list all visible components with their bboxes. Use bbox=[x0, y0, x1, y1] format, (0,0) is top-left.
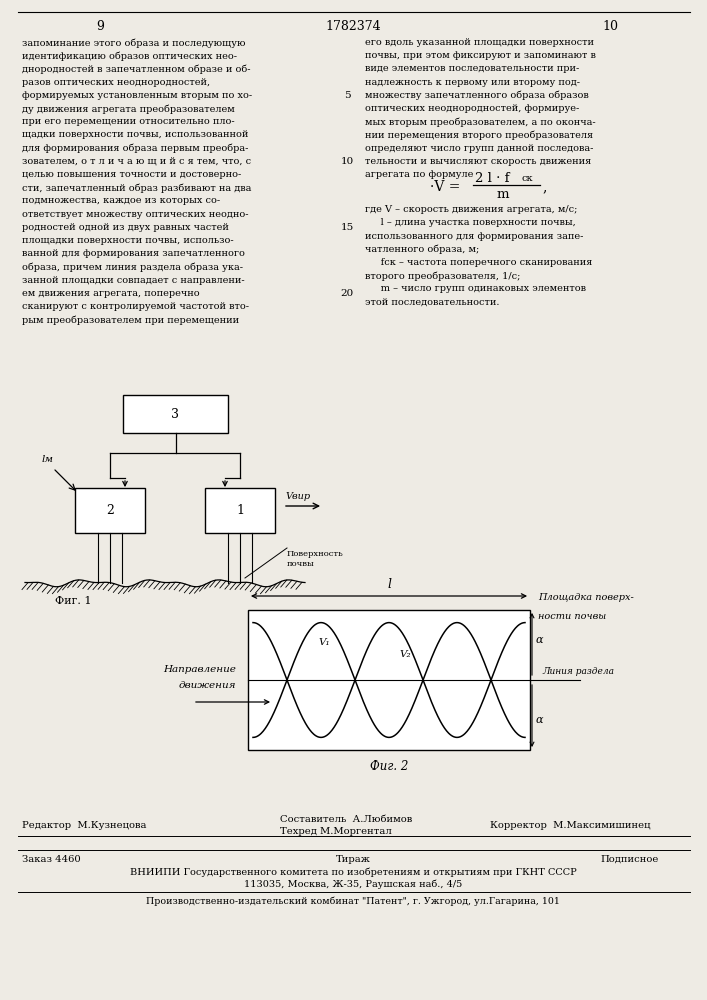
Text: lм: lм bbox=[42, 456, 54, 464]
Text: ем движения агрегата, поперечно: ем движения агрегата, поперечно bbox=[22, 289, 199, 298]
Bar bbox=[75, 488, 145, 533]
Text: этой последовательности.: этой последовательности. bbox=[365, 298, 500, 307]
Text: тельности и вычисляют скорость движения: тельности и вычисляют скорость движения bbox=[365, 157, 591, 166]
Text: Vвир: Vвир bbox=[285, 492, 310, 501]
Text: α: α bbox=[536, 635, 544, 645]
Text: Корректор  М.Максимишинец: Корректор М.Максимишинец bbox=[490, 820, 650, 830]
Text: запоминание этого образа и последующую: запоминание этого образа и последующую bbox=[22, 38, 245, 47]
Text: 113035, Москва, Ж-35, Раушская наб., 4/5: 113035, Москва, Ж-35, Раушская наб., 4/5 bbox=[244, 879, 462, 889]
Text: идентификацию образов оптических нео-: идентификацию образов оптических нео- bbox=[22, 51, 237, 61]
Text: 10: 10 bbox=[602, 20, 618, 33]
Text: ванной для формирования запечатленного: ванной для формирования запечатленного bbox=[22, 249, 245, 258]
Text: Фиг. 2: Фиг. 2 bbox=[370, 760, 408, 772]
Bar bbox=[205, 488, 275, 533]
Text: Редактор  М.Кузнецова: Редактор М.Кузнецова bbox=[22, 820, 146, 830]
Text: использованного для формирования запе-: использованного для формирования запе- bbox=[365, 232, 583, 241]
Text: движения: движения bbox=[178, 680, 236, 690]
Text: формируемых установленным вторым по хо-: формируемых установленным вторым по хо- bbox=[22, 91, 252, 100]
Text: Поверхность
почвы: Поверхность почвы bbox=[287, 550, 344, 568]
Bar bbox=[123, 395, 228, 433]
Bar bbox=[248, 610, 530, 750]
Text: 10: 10 bbox=[340, 157, 354, 166]
Text: где V – скорость движения агрегата, м/с;: где V – скорость движения агрегата, м/с; bbox=[365, 205, 578, 214]
Text: 2: 2 bbox=[106, 504, 114, 517]
Text: 1782374: 1782374 bbox=[325, 20, 381, 33]
Text: 15: 15 bbox=[340, 223, 354, 232]
Text: днородностей в запечатленном образе и об-: днородностей в запечатленном образе и об… bbox=[22, 64, 250, 74]
Text: рым преобразователем при перемещении: рым преобразователем при перемещении bbox=[22, 315, 239, 325]
Text: V₂: V₂ bbox=[400, 650, 411, 659]
Text: Площадка поверх-: Площадка поверх- bbox=[538, 593, 633, 602]
Text: m: m bbox=[497, 188, 509, 201]
Text: образа, причем линия раздела образа ука-: образа, причем линия раздела образа ука- bbox=[22, 262, 243, 272]
Text: m – число групп одинаковых элементов: m – число групп одинаковых элементов bbox=[365, 284, 586, 293]
Text: ВНИИПИ Государственного комитета по изобретениям и открытиям при ГКНТ СССР: ВНИИПИ Государственного комитета по изоб… bbox=[129, 867, 576, 877]
Text: надлежность к первому или второму под-: надлежность к первому или второму под- bbox=[365, 78, 580, 87]
Text: Техред М.Моргентал: Техред М.Моргентал bbox=[280, 826, 392, 836]
Text: l: l bbox=[387, 578, 391, 591]
Text: l – длина участка поверхности почвы,: l – длина участка поверхности почвы, bbox=[365, 218, 575, 227]
Text: ности почвы: ности почвы bbox=[538, 612, 606, 621]
Text: мых вторым преобразователем, а по оконча-: мых вторым преобразователем, а по оконча… bbox=[365, 117, 595, 127]
Text: второго преобразователя, 1/с;: второго преобразователя, 1/с; bbox=[365, 271, 520, 281]
Text: разов оптических неоднородностей,: разов оптических неоднородностей, bbox=[22, 78, 210, 87]
Text: чатленного образа, м;: чатленного образа, м; bbox=[365, 245, 479, 254]
Text: почвы, при этом фиксируют и запоминают в: почвы, при этом фиксируют и запоминают в bbox=[365, 51, 596, 60]
Text: Направление: Направление bbox=[163, 666, 236, 674]
Text: ду движения агрегата преобразователем: ду движения агрегата преобразователем bbox=[22, 104, 235, 113]
Text: α: α bbox=[536, 715, 544, 725]
Text: агрегата по формуле: агрегата по формуле bbox=[365, 170, 474, 179]
Text: ·V =: ·V = bbox=[430, 180, 460, 194]
Text: 9: 9 bbox=[96, 20, 104, 33]
Text: 1: 1 bbox=[236, 504, 244, 517]
Text: ответствует множеству оптических неодно-: ответствует множеству оптических неодно- bbox=[22, 210, 248, 219]
Text: нии перемещения второго преобразователя: нии перемещения второго преобразователя bbox=[365, 130, 593, 140]
Text: для формирования образа первым преобра-: для формирования образа первым преобра- bbox=[22, 144, 248, 153]
Text: множеству запечатленного образа образов: множеству запечатленного образа образов bbox=[365, 91, 589, 100]
Text: сти, запечатленный образ разбивают на два: сти, запечатленный образ разбивают на дв… bbox=[22, 183, 252, 193]
Text: Заказ 4460: Заказ 4460 bbox=[22, 854, 81, 863]
Text: определяют число групп данной последова-: определяют число групп данной последова- bbox=[365, 144, 593, 153]
Text: родностей одной из двух равных частей: родностей одной из двух равных частей bbox=[22, 223, 229, 232]
Text: занной площадки совпадает с направлени-: занной площадки совпадает с направлени- bbox=[22, 276, 245, 285]
Text: 2 l · f: 2 l · f bbox=[475, 172, 510, 185]
Text: Тираж: Тираж bbox=[336, 854, 370, 863]
Text: Составитель  А.Любимов: Составитель А.Любимов bbox=[280, 814, 412, 824]
Text: при его перемещении относительно пло-: при его перемещении относительно пло- bbox=[22, 117, 235, 126]
Text: целью повышения точности и достоверно-: целью повышения точности и достоверно- bbox=[22, 170, 241, 179]
Text: виде элементов последовательности при-: виде элементов последовательности при- bbox=[365, 64, 579, 73]
Text: ск: ск bbox=[522, 174, 534, 183]
Text: fск – частота поперечного сканирования: fск – частота поперечного сканирования bbox=[365, 258, 592, 267]
Text: оптических неоднородностей, формируе-: оптических неоднородностей, формируе- bbox=[365, 104, 579, 113]
Text: его вдоль указанной площадки поверхности: его вдоль указанной площадки поверхности bbox=[365, 38, 594, 47]
Text: щадки поверхности почвы, использованной: щадки поверхности почвы, использованной bbox=[22, 130, 248, 139]
Text: V₁: V₁ bbox=[318, 638, 330, 647]
Text: зователем, о т л и ч а ю щ и й с я тем, что, с: зователем, о т л и ч а ю щ и й с я тем, … bbox=[22, 157, 251, 166]
Text: сканируют с контролируемой частотой вто-: сканируют с контролируемой частотой вто- bbox=[22, 302, 249, 311]
Text: Подписное: Подписное bbox=[600, 854, 658, 863]
Text: 5: 5 bbox=[344, 91, 350, 100]
Text: 3: 3 bbox=[172, 408, 180, 420]
Text: 20: 20 bbox=[340, 289, 354, 298]
Text: площадки поверхности почвы, использо-: площадки поверхности почвы, использо- bbox=[22, 236, 233, 245]
Text: Производственно-издательский комбинат "Патент", г. Ужгород, ул.Гагарина, 101: Производственно-издательский комбинат "П… bbox=[146, 896, 560, 906]
Text: Линия раздела: Линия раздела bbox=[542, 667, 614, 676]
Text: подмножества, каждое из которых со-: подмножества, каждое из которых со- bbox=[22, 196, 220, 205]
Text: ,: , bbox=[542, 180, 547, 194]
Text: Фиг. 1: Фиг. 1 bbox=[55, 596, 91, 606]
